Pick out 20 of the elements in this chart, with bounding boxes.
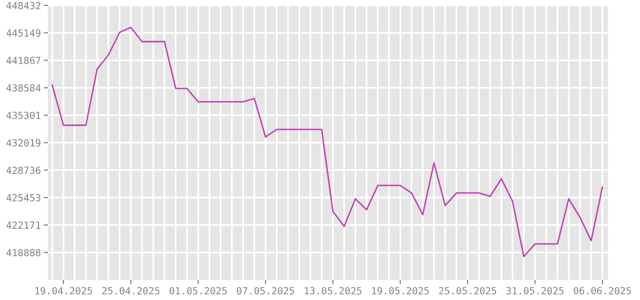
x-tick-label: 25.04.2025 <box>102 287 160 294</box>
line-series <box>52 26 604 258</box>
y-tick-label: 432019 <box>6 139 40 147</box>
y-tick-label: 428736 <box>6 166 40 174</box>
y-tick-label: 438584 <box>6 84 41 92</box>
x-tick-label: 06.06.2025 <box>574 287 631 294</box>
y-tick-label: 448432 <box>6 2 40 10</box>
y-tick-label: 418888 <box>6 248 40 256</box>
x-tick-label: 13.05.2025 <box>304 287 362 294</box>
y-tick-label: 425453 <box>6 194 40 202</box>
y-tick-label: 441867 <box>6 56 40 64</box>
x-tick-label: 25.05.2025 <box>439 287 496 294</box>
y-tick-label: 435301 <box>6 112 40 120</box>
x-tick-label: 31.05.2025 <box>506 287 564 294</box>
x-tick-label: 19.04.2025 <box>35 287 92 294</box>
x-tick-label: 19.05.2025 <box>372 287 429 294</box>
y-tick-label: 445149 <box>6 29 40 37</box>
x-tick-label: 01.05.2025 <box>170 287 227 294</box>
y-tick-label: 422171 <box>6 222 40 229</box>
x-tick-label: 07.05.2025 <box>236 287 294 294</box>
